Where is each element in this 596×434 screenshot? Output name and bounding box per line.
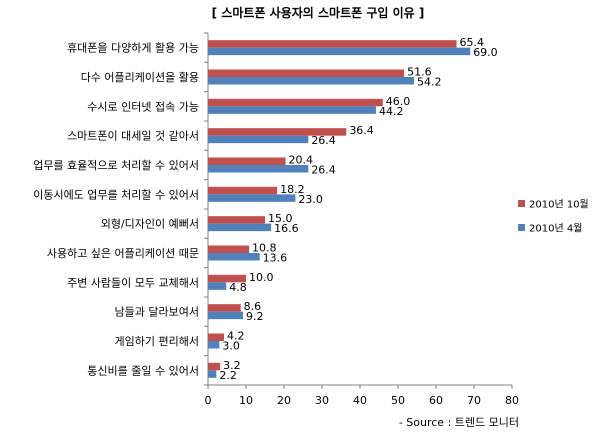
data-label: 26.4: [311, 164, 336, 177]
bar-apr-2010: [208, 311, 243, 320]
bar-apr-2010: [208, 135, 309, 144]
bar-oct-2010: [208, 274, 246, 283]
bar-oct-2010: [208, 186, 278, 195]
legend-swatch-apr-2010: [518, 224, 525, 231]
category-label: 스마트폰이 대세일 것 같아서: [67, 129, 199, 143]
data-label: 3.0: [222, 340, 240, 353]
bar-apr-2010: [208, 77, 414, 85]
data-label: 20.4: [289, 154, 314, 167]
data-label: 16.6: [274, 222, 299, 235]
category-label: 이동시에도 업무를 처리할 수 있어서: [33, 188, 199, 201]
bar-apr-2010: [208, 106, 376, 114]
category-label: 다수 어플리케이션을 활용: [81, 70, 199, 84]
category-label: 외형/디자인이 예뻐서: [101, 218, 199, 231]
bar-oct-2010: [208, 216, 265, 224]
data-label: 18.2: [280, 183, 305, 196]
data-label: 4.8: [229, 281, 247, 294]
bar-apr-2010: [208, 194, 296, 202]
x-tick-label: 50: [391, 394, 405, 407]
category-label: 사용하고 싶은 어플리케이션 때문: [47, 246, 199, 260]
data-label: 51.6: [407, 66, 432, 79]
bar-apr-2010: [208, 370, 217, 378]
category-label: 통신비를 줄일 수 있어서: [87, 363, 199, 377]
x-tick-label: 80: [505, 394, 519, 407]
x-tick-label: 20: [277, 394, 291, 407]
legend-label: 2010년 4월: [529, 223, 582, 235]
data-label: 8.6: [244, 300, 262, 313]
data-label: 69.0: [473, 46, 498, 59]
bar-apr-2010: [208, 165, 309, 173]
chart-title: [ 스마트폰 사용자의 스마트폰 구입 이유 ]: [212, 5, 425, 20]
bar-oct-2010: [208, 40, 457, 48]
bar-oct-2010: [208, 362, 221, 371]
legend-swatch-oct-2010: [518, 200, 525, 207]
data-label: 2.2: [219, 369, 237, 382]
bar-oct-2010: [208, 304, 241, 312]
category-label: 남들과 달라보여서: [115, 306, 199, 319]
data-label: 26.4: [311, 134, 336, 147]
bar-apr-2010: [208, 47, 471, 56]
legend-label: 2010년 10월: [529, 199, 589, 211]
data-label: 13.6: [263, 252, 288, 265]
bar-oct-2010: [208, 333, 224, 341]
category-label: 수시로 인터넷 접속 가능: [87, 100, 199, 113]
x-tick-label: 30: [315, 394, 329, 407]
bar-apr-2010: [208, 223, 272, 232]
data-label: 65.4: [460, 36, 485, 49]
data-label: 46.0: [386, 95, 411, 108]
data-label: 3.2: [223, 359, 241, 372]
data-label: 10.0: [249, 271, 274, 284]
data-label: 44.2: [379, 105, 404, 118]
data-label: 36.4: [349, 124, 374, 137]
x-tick-label: 10: [239, 394, 253, 407]
category-label: 주변 사람들이 모두 교체해서: [67, 275, 199, 289]
x-tick-label: 70: [467, 394, 481, 407]
bar-oct-2010: [208, 128, 347, 136]
bar-oct-2010: [208, 98, 383, 107]
data-label: 15.0: [268, 212, 293, 225]
data-label: 4.2: [227, 330, 245, 343]
data-label: 54.2: [417, 76, 442, 89]
category-label: 휴대폰을 다양하게 활용 가능: [67, 41, 199, 55]
data-label: 23.0: [298, 193, 323, 206]
bar-apr-2010: [208, 341, 220, 349]
bar-oct-2010: [208, 69, 405, 77]
plot-area: 0 10 20 30 40 50 60 70 80 휴대폰을 다양하게 활용 가능 65.469.0…: [33, 32, 519, 407]
x-tick-label: 60: [429, 394, 443, 407]
category-label: 업무를 효율적으로 처리할 수 있어서: [33, 159, 199, 172]
bar-apr-2010: [208, 253, 260, 261]
legend: 2010년 10월 2010년 4월: [518, 199, 589, 235]
x-tick-label: 40: [353, 394, 367, 407]
bar-oct-2010: [208, 157, 286, 165]
category-label: 게임하기 편리해서: [115, 334, 199, 348]
x-tick-label: 0: [205, 394, 212, 407]
bar-apr-2010: [208, 282, 227, 290]
source-note: - Source : 트렌드 모니터: [399, 416, 519, 429]
data-label: 9.2: [246, 310, 264, 323]
bar-oct-2010: [208, 245, 250, 253]
data-label: 10.8: [252, 242, 276, 255]
